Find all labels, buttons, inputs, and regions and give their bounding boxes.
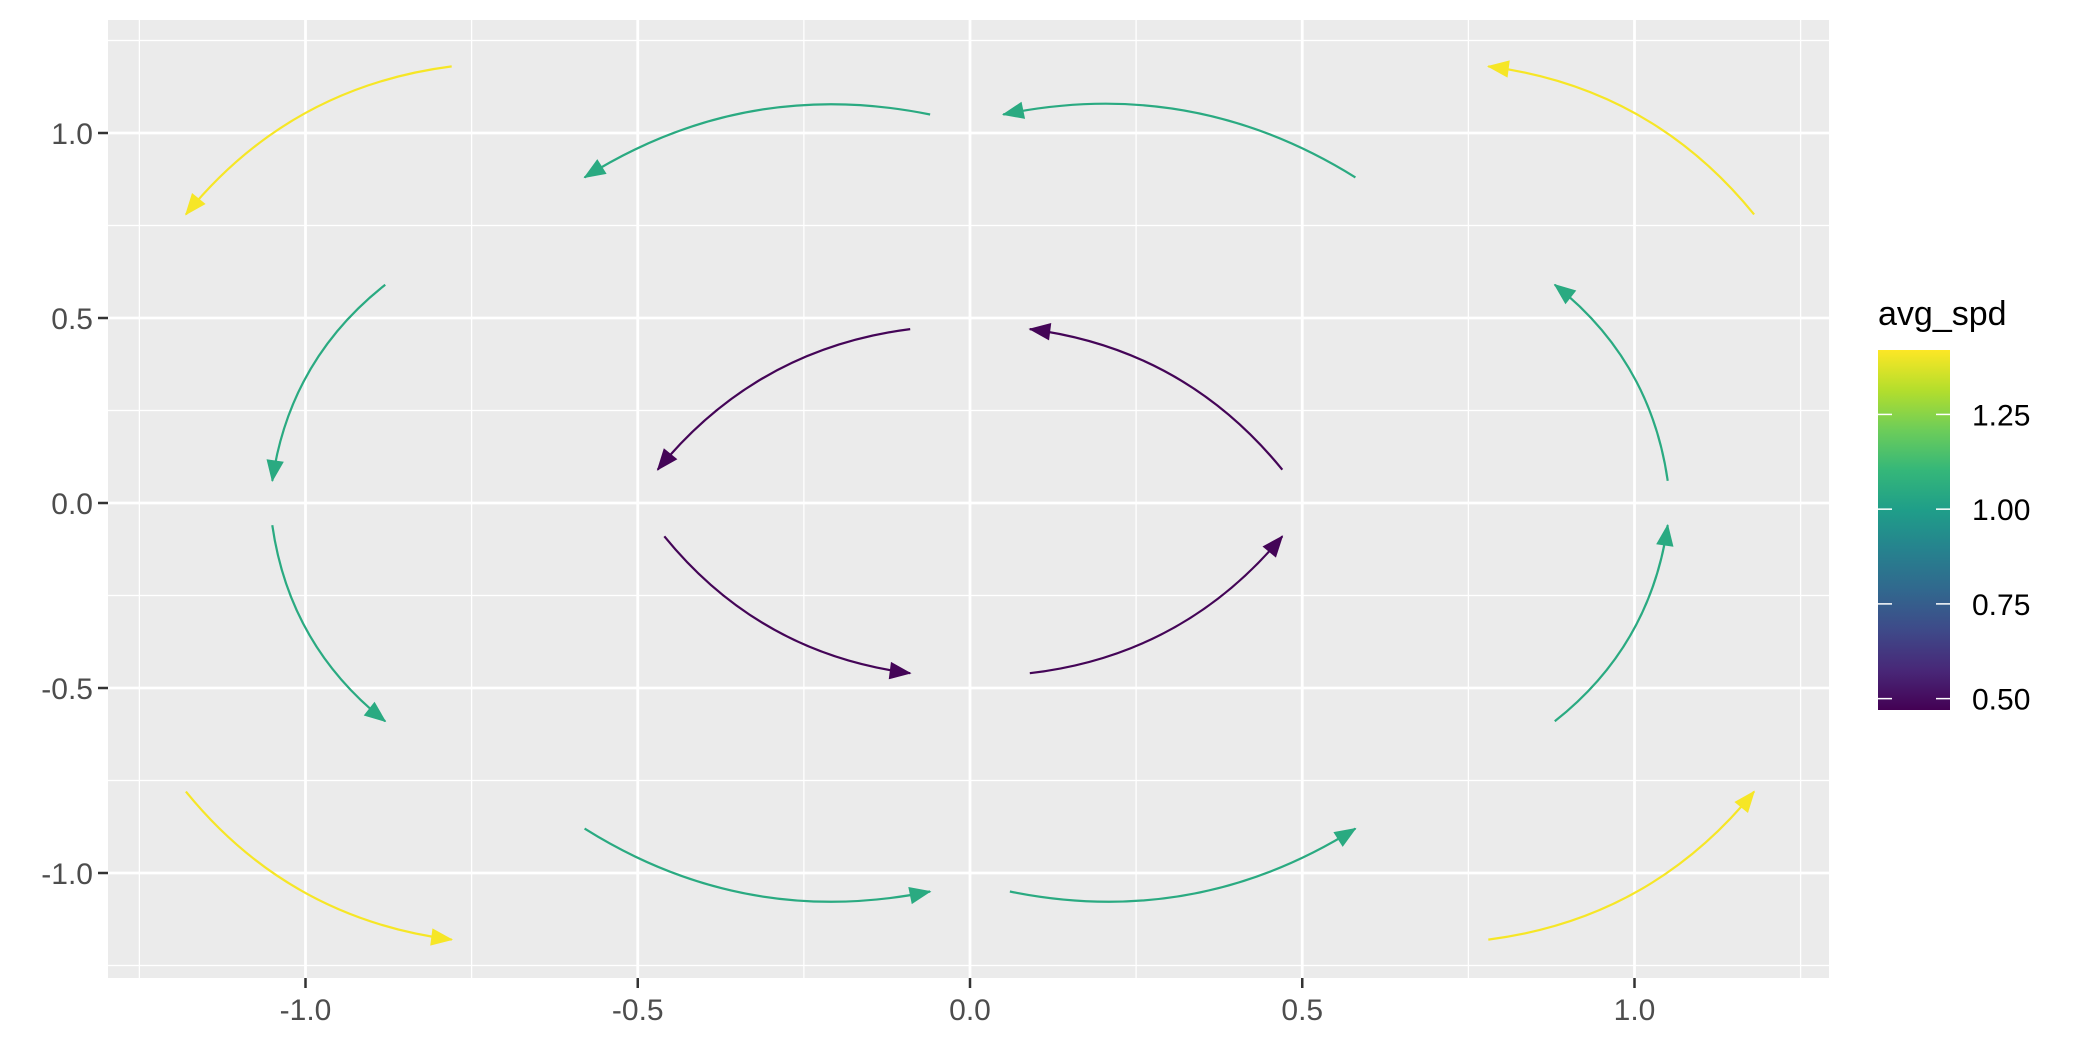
curved-arrow [271,283,386,481]
arrowhead [1656,523,1674,547]
arrowhead [266,459,284,483]
colorbar [1878,350,1950,710]
legend-title: avg_spd [1878,295,2007,333]
curved-arrow [1488,790,1755,941]
x-tick-label: 0.5 [1281,994,1323,1027]
arrowhead [656,448,678,471]
arrowhead [1028,323,1052,341]
curved-arrow [185,790,452,941]
x-tick-label: -1.0 [280,994,332,1027]
colorbar-tick-label: 1.00 [1972,494,2030,527]
arrowhead [888,661,912,680]
arrowhead [1333,827,1357,847]
y-tick-label: 0.5 [51,303,93,336]
legend: avg_spd 0.50 0.75 1.00 1.25 [1878,295,2030,717]
x-tick-label: 1.0 [1614,994,1656,1027]
arrowhead [430,928,454,946]
arrowhead [1486,60,1510,78]
arrow-segments [185,60,1755,946]
curved-arrow [1488,65,1755,216]
arrowhead [1262,535,1284,558]
colorbar-tick-label: 1.25 [1972,399,2030,432]
arrowhead [1734,790,1755,814]
curved-arrow [1029,328,1284,471]
plot-panel [108,20,1829,978]
colorbar-tick-label: 0.50 [1972,684,2030,717]
curved-arrow [1009,827,1356,903]
curved-arrow [1002,102,1356,179]
arrowhead [908,887,932,905]
y-tick-label: -1.0 [41,858,93,891]
curved-arrow [656,328,911,471]
colorbar-tick-label: 0.75 [1972,589,2030,622]
arrowhead [1553,283,1577,305]
curved-arrow [1554,525,1669,723]
y-tick-label: -0.5 [41,673,93,706]
axes: -1.0 -0.5 0.0 0.5 1.0 -1.0 -0.5 0.0 0.5 1.0 [41,118,1655,1027]
arrowhead [363,701,387,723]
curved-arrow [584,103,931,179]
x-tick-label: -0.5 [612,994,664,1027]
arrowhead [583,159,607,179]
curved-arrow [185,65,452,216]
grid-lines [108,20,1829,978]
curved-arrow [271,525,386,723]
arrowhead [185,192,206,216]
curved-arrow [1029,535,1284,675]
arrowhead [1001,101,1026,119]
curved-arrow [1554,283,1669,481]
curved-arrow [584,827,931,903]
y-tick-label: 0.0 [51,488,93,521]
curved-arrow [663,535,911,675]
x-tick-label: 0.0 [949,994,991,1027]
y-tick-label: 1.0 [51,118,93,151]
